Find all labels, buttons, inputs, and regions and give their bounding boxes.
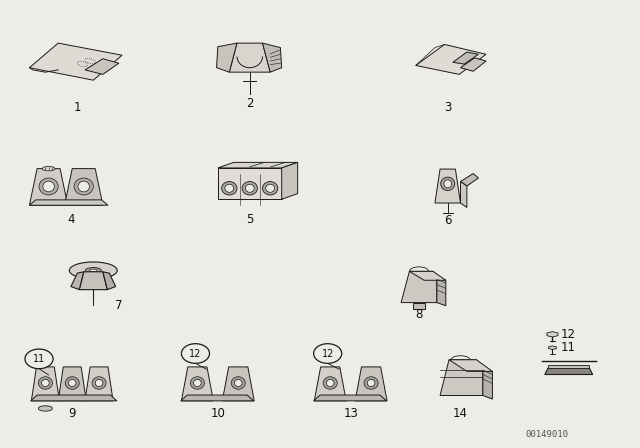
Polygon shape xyxy=(218,168,282,199)
Polygon shape xyxy=(229,43,270,72)
Text: 12: 12 xyxy=(189,349,202,358)
Text: 10: 10 xyxy=(211,407,225,420)
Ellipse shape xyxy=(364,377,378,389)
Text: 2: 2 xyxy=(246,97,253,110)
Ellipse shape xyxy=(221,181,237,195)
Polygon shape xyxy=(314,395,387,401)
Text: 6: 6 xyxy=(444,214,451,227)
Ellipse shape xyxy=(245,184,254,192)
Circle shape xyxy=(181,344,209,363)
Polygon shape xyxy=(103,272,116,290)
Polygon shape xyxy=(262,43,282,72)
Ellipse shape xyxy=(85,267,101,273)
Polygon shape xyxy=(440,360,483,396)
Polygon shape xyxy=(545,368,593,375)
Polygon shape xyxy=(58,367,86,401)
Text: 8: 8 xyxy=(415,308,422,321)
Text: 13: 13 xyxy=(343,407,358,420)
Ellipse shape xyxy=(266,184,275,192)
Text: 1: 1 xyxy=(74,101,81,114)
Ellipse shape xyxy=(441,177,455,190)
Ellipse shape xyxy=(225,184,234,192)
Ellipse shape xyxy=(262,181,278,195)
Polygon shape xyxy=(410,271,446,280)
Polygon shape xyxy=(461,58,486,71)
Ellipse shape xyxy=(190,377,204,389)
Text: 5: 5 xyxy=(246,213,253,226)
Polygon shape xyxy=(547,332,558,337)
Ellipse shape xyxy=(193,379,201,387)
Ellipse shape xyxy=(326,379,334,387)
Text: 9: 9 xyxy=(68,407,76,420)
Ellipse shape xyxy=(42,379,49,387)
Ellipse shape xyxy=(43,181,54,192)
Polygon shape xyxy=(483,367,492,399)
Ellipse shape xyxy=(242,181,257,195)
Polygon shape xyxy=(222,367,254,401)
Polygon shape xyxy=(435,169,461,203)
Polygon shape xyxy=(548,346,556,349)
Polygon shape xyxy=(85,59,119,74)
Ellipse shape xyxy=(323,377,337,389)
Polygon shape xyxy=(461,173,478,186)
Polygon shape xyxy=(71,272,84,290)
Polygon shape xyxy=(401,271,437,302)
Ellipse shape xyxy=(444,180,452,188)
Polygon shape xyxy=(355,367,387,401)
Polygon shape xyxy=(416,44,486,74)
Polygon shape xyxy=(282,162,298,199)
Ellipse shape xyxy=(95,379,103,387)
Polygon shape xyxy=(85,367,113,401)
Polygon shape xyxy=(449,360,492,371)
Polygon shape xyxy=(548,365,589,368)
Polygon shape xyxy=(461,181,467,207)
Ellipse shape xyxy=(90,269,97,272)
Ellipse shape xyxy=(65,377,79,389)
Polygon shape xyxy=(218,162,298,168)
Ellipse shape xyxy=(74,178,93,195)
Polygon shape xyxy=(29,200,108,205)
Ellipse shape xyxy=(231,377,245,389)
Text: 11: 11 xyxy=(561,341,576,354)
Polygon shape xyxy=(31,367,60,401)
Ellipse shape xyxy=(68,379,76,387)
Text: 4: 4 xyxy=(67,213,75,226)
Text: 12: 12 xyxy=(321,349,334,358)
Polygon shape xyxy=(29,168,68,205)
Ellipse shape xyxy=(42,166,55,171)
Polygon shape xyxy=(31,395,117,401)
Text: 11: 11 xyxy=(33,354,45,364)
Circle shape xyxy=(25,349,53,369)
Polygon shape xyxy=(314,367,346,401)
Text: 3: 3 xyxy=(444,101,451,114)
Ellipse shape xyxy=(39,178,58,195)
Ellipse shape xyxy=(234,379,242,387)
Circle shape xyxy=(314,344,342,363)
Ellipse shape xyxy=(69,262,117,279)
Text: 00149010: 00149010 xyxy=(525,430,568,439)
Polygon shape xyxy=(181,367,213,401)
Polygon shape xyxy=(79,272,108,290)
Ellipse shape xyxy=(78,181,90,192)
Polygon shape xyxy=(453,52,478,64)
Polygon shape xyxy=(29,43,122,80)
Polygon shape xyxy=(216,43,237,72)
Text: 14: 14 xyxy=(453,407,468,420)
Ellipse shape xyxy=(38,406,52,411)
Polygon shape xyxy=(65,168,103,205)
Text: 7: 7 xyxy=(115,299,123,312)
Ellipse shape xyxy=(367,379,375,387)
Polygon shape xyxy=(413,302,426,309)
Ellipse shape xyxy=(92,377,106,389)
Polygon shape xyxy=(180,395,253,401)
Polygon shape xyxy=(437,277,446,306)
Text: 12: 12 xyxy=(561,328,576,341)
Ellipse shape xyxy=(38,377,52,389)
